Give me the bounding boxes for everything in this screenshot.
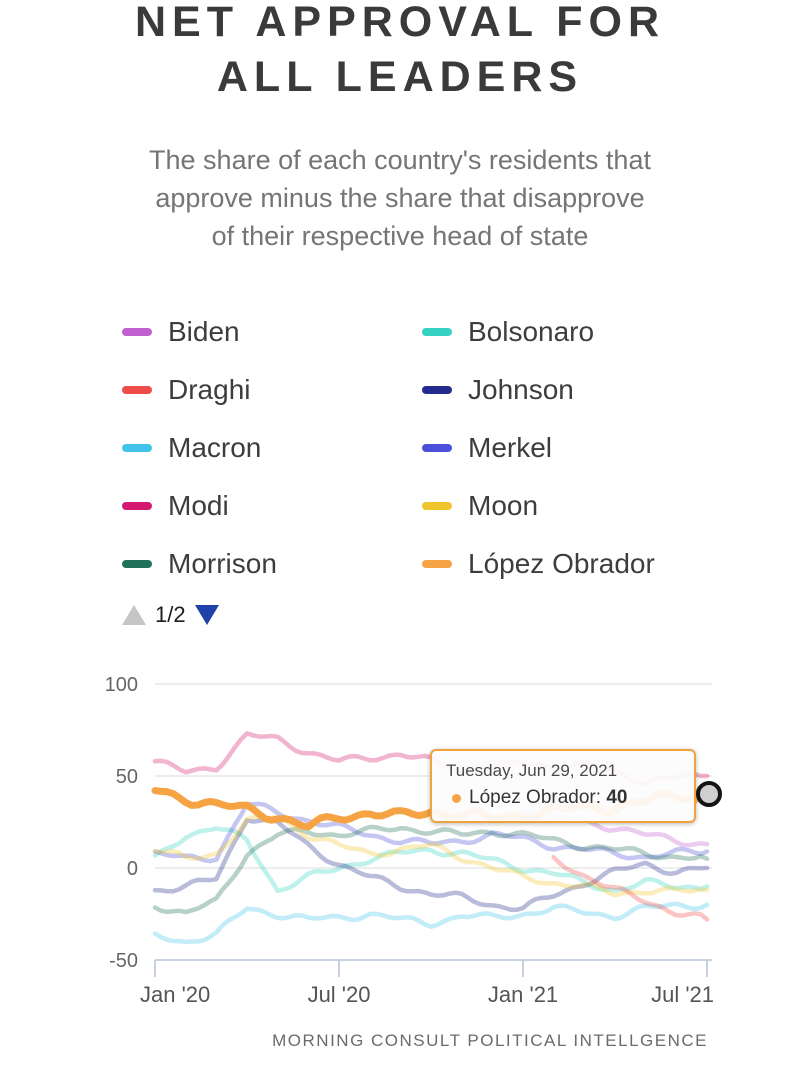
legend-item-label: Bolsonaro [468,316,595,347]
svg-text:100: 100 [105,674,138,696]
datapoint-marker [696,781,723,808]
chart-subtitle-line2: approve minus the share that disapprove [155,183,645,213]
legend-swatch-icon [422,560,452,568]
chart-subtitle: The share of each country's residents th… [50,141,750,255]
legend-item-johnson[interactable]: Johnson [422,373,722,407]
legend-item-label: Morrison [168,548,277,579]
legend-item-label: Macron [168,432,262,463]
legend: Biden Bolsonaro Draghi Johnson Macron Merkel M… [122,315,800,581]
legend-item-draghi[interactable]: Draghi [122,373,422,407]
legend-swatch-icon [122,502,152,510]
legend-item-label: Draghi [168,374,251,405]
legend-item-moon[interactable]: Moon [422,489,722,523]
legend-swatch-icon [122,328,152,336]
legend-swatch-icon [122,444,152,452]
tooltip-bullet-icon [452,793,461,803]
legend-item-biden[interactable]: Biden [122,315,422,349]
svg-text:50: 50 [116,766,138,788]
legend-swatch-icon [422,502,452,510]
legend-item-macron[interactable]: Macron [122,431,422,465]
pager-up-icon[interactable] [122,605,146,625]
tooltip-series-row: López Obrador: 40 [446,787,682,809]
legend-item-modi[interactable]: Modi [122,489,422,523]
legend-item-label: Merkel [468,432,553,463]
legend-item-label: Modi [168,490,229,521]
approval-line-chart[interactable]: 100 50 0 -50 Jan '20 Jul '20 Jan '21 Jul '21 Tu… [0,661,800,1013]
legend-swatch-icon [422,444,452,452]
legend-item-morrison[interactable]: Morrison [122,547,422,581]
legend-item-label: Johnson [468,374,574,405]
legend-item-label: Biden [168,316,240,347]
legend-item-bolsonaro[interactable]: Bolsonaro [422,315,722,349]
legend-item-label: López Obrador [468,548,655,579]
legend-swatch-icon [122,560,152,568]
legend-swatch-icon [422,386,452,394]
chart-subtitle-line1: The share of each country's residents th… [149,145,651,175]
legend-item-l-pez-obrador[interactable]: López Obrador [422,547,722,581]
legend-swatch-icon [422,328,452,336]
svg-text:-50: -50 [109,950,138,972]
legend-swatch-icon [122,386,152,394]
svg-text:0: 0 [127,858,138,880]
svg-text:Jul '21: Jul '21 [651,982,714,1007]
legend-pager: 1/2 [122,601,800,629]
pager-label: 1/2 [155,602,186,627]
tooltip-series-label: López Obrador: 40 [469,787,628,808]
legend-item-merkel[interactable]: Merkel [422,431,722,465]
page-title-line2: ALL LEADERS [216,53,584,101]
page-title: NET APPROVAL FOR ALL LEADERS [0,0,800,105]
tooltip-value: 40 [606,787,628,808]
svg-text:Jan '21: Jan '21 [488,982,558,1007]
chart-tooltip: Tuesday, Jun 29, 2021 López Obrador: 40 [430,749,707,823]
svg-text:Jan '20: Jan '20 [140,982,210,1007]
svg-text:Jul '20: Jul '20 [308,982,371,1007]
chart-subtitle-line3: of their respective head of state [211,221,589,251]
source-attribution: MORNING CONSULT POLITICAL INTELLGENCE [272,1031,708,1050]
tooltip-date: Tuesday, Jun 29, 2021 [446,761,618,780]
pager-down-icon[interactable] [194,605,219,625]
page-title-line1: NET APPROVAL FOR [134,0,665,46]
legend-item-label: Moon [468,490,539,521]
